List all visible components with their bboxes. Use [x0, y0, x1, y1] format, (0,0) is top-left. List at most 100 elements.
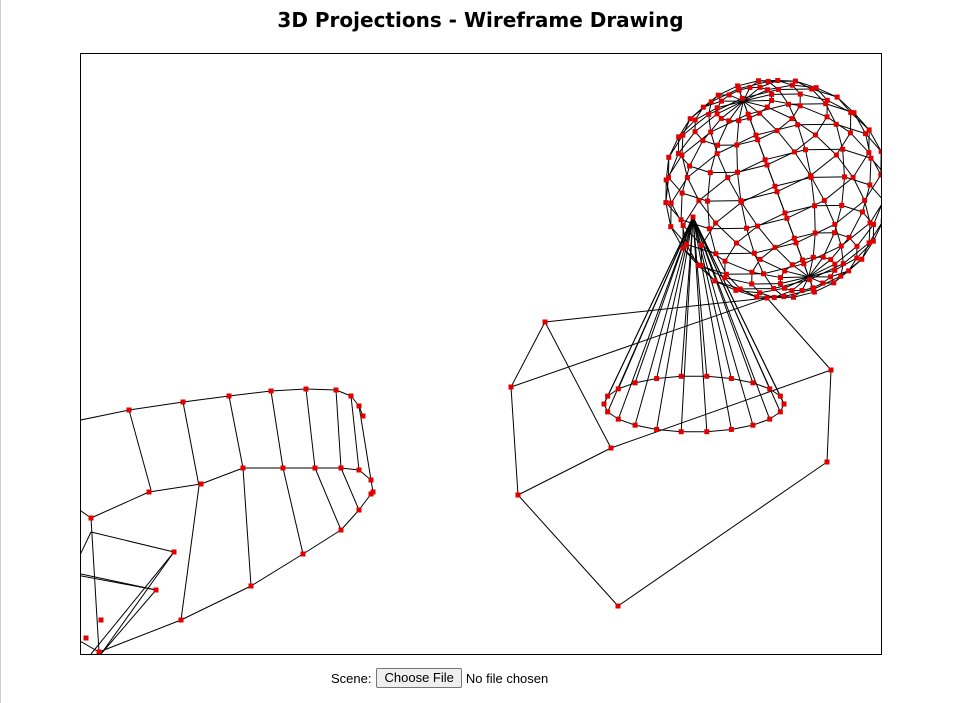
vertex-marker — [718, 98, 724, 104]
ring-outer-top-edge — [270, 388, 307, 392]
vertex-marker — [745, 111, 751, 117]
sphere-meridian-edge — [848, 211, 863, 238]
sphere-meridian-edge — [736, 120, 740, 146]
sphere-meridian-edge — [815, 134, 837, 156]
vertex-marker — [812, 132, 818, 138]
sphere-meridian-edge — [815, 87, 838, 98]
vertex-marker — [777, 393, 783, 399]
vertex-marker — [828, 274, 834, 280]
sphere-meridian-edge — [780, 276, 809, 285]
vertex-marker — [663, 200, 669, 206]
vertex-marker — [793, 240, 799, 246]
cone-side-edge — [634, 216, 694, 426]
sphere-latitude-edge — [786, 199, 825, 219]
vertex-marker — [769, 91, 775, 97]
vertex-marker — [360, 413, 366, 419]
sphere-meridian-edge — [753, 252, 764, 274]
wireframe-edges — [81, 80, 881, 654]
house-edge — [826, 369, 832, 463]
sphere-meridian-edge — [841, 176, 846, 206]
vertex-marker — [781, 401, 787, 407]
cone-base-edge — [618, 418, 636, 426]
vertex-marker — [737, 286, 743, 292]
vertex-marker — [781, 294, 787, 300]
sphere-meridian-edge — [814, 205, 816, 234]
sphere-latitude-edge — [736, 139, 758, 146]
vertex-marker — [312, 465, 318, 471]
vertex-marker — [356, 467, 362, 473]
sphere-meridian-edge — [681, 135, 684, 156]
sphere-meridian-edge — [827, 99, 851, 113]
sphere-meridian-edge — [842, 149, 846, 177]
sphere-latitude-edge — [815, 116, 828, 136]
sphere-meridian-edge — [698, 200, 717, 224]
vertex-marker — [797, 91, 803, 97]
ring-rib-edge — [282, 467, 304, 555]
vertex-marker — [839, 202, 845, 208]
cone-side-edge — [680, 216, 694, 432]
vertex-marker — [786, 101, 792, 107]
sphere-meridian-edge — [701, 244, 726, 262]
cone-side-edge — [680, 216, 694, 377]
sphere-latitude-edge — [840, 222, 871, 247]
vertex-marker — [764, 295, 770, 301]
cone-side-edge — [692, 216, 771, 420]
sphere-meridian-edge — [680, 193, 683, 220]
wireframe-canvas — [81, 78, 881, 654]
sphere-meridian-edge — [720, 100, 744, 119]
vertex-marker — [714, 111, 720, 117]
ring-outer-bottom-edge — [90, 491, 150, 519]
vertex-marker — [280, 465, 286, 471]
vertex-marker — [791, 149, 797, 155]
sphere-meridian-edge — [759, 258, 785, 272]
vertex-marker — [750, 422, 756, 428]
vertex-marker — [700, 104, 706, 110]
sphere-latitude-edge — [774, 237, 795, 248]
vertex-marker — [368, 491, 374, 497]
vertex-marker — [726, 92, 732, 98]
vertex-marker — [866, 240, 872, 246]
vertex-marker — [726, 118, 732, 124]
house-edge — [517, 447, 612, 496]
vertex-marker — [687, 116, 693, 122]
vertex-marker — [700, 138, 706, 144]
ring-inner-edge — [90, 531, 175, 553]
vertex-marker — [605, 409, 611, 415]
sphere-meridian-edge — [728, 100, 744, 122]
vertex-marker — [762, 157, 768, 163]
vertex-marker — [338, 465, 344, 471]
vertex-marker — [734, 142, 740, 148]
sphere-meridian-edge — [784, 276, 809, 289]
vertex-marker — [851, 110, 857, 116]
choose-file-button[interactable]: Choose File — [376, 668, 462, 688]
sphere-meridian-edge — [804, 149, 812, 178]
sphere-meridian-edge — [795, 80, 812, 90]
sphere-meridian-edge — [709, 145, 719, 173]
sphere-meridian-edge — [808, 259, 832, 278]
ring-inner-bottom-edge — [250, 553, 304, 587]
sphere-meridian-edge — [724, 277, 752, 285]
sphere-latitude-edge — [724, 242, 737, 262]
ring-rib-edge — [228, 395, 244, 469]
vertex-marker — [862, 197, 868, 203]
vertex-marker — [666, 154, 672, 160]
sphere-meridian-edge — [774, 247, 793, 266]
house-edge — [617, 461, 828, 607]
vertex-marker — [542, 319, 548, 325]
vertex-marker — [868, 155, 874, 161]
cone-side-edge — [692, 216, 708, 432]
sphere-meridian-edge — [743, 93, 772, 102]
vertex-marker — [867, 182, 873, 188]
vertex-marker — [878, 172, 881, 178]
vertex-marker — [774, 128, 780, 134]
sphere-latitude-edge — [740, 191, 778, 202]
sphere-meridian-edge — [835, 124, 844, 150]
ring-rib-edge — [180, 485, 200, 621]
vertex-marker — [734, 169, 740, 175]
wireframe-viewport[interactable] — [80, 53, 882, 655]
vertex-marker — [840, 146, 846, 152]
sphere-meridian-edge — [716, 153, 729, 178]
cone-side-edge — [692, 216, 781, 397]
vertex-marker — [736, 118, 742, 124]
vertex-marker — [739, 95, 745, 101]
